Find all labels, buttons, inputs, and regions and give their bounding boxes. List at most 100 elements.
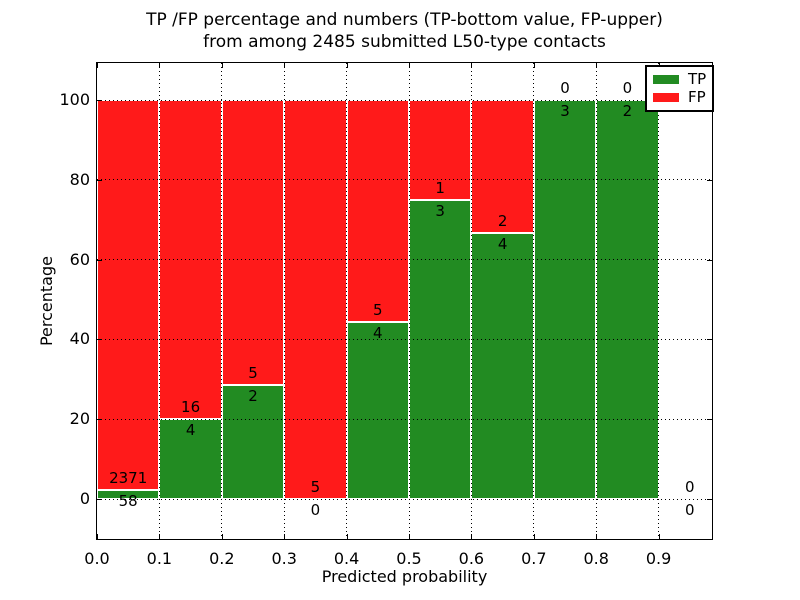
- bar-fp-segment: [284, 100, 347, 499]
- x-gridline: [221, 63, 223, 539]
- fp-count-label: 5: [310, 478, 321, 496]
- x-axis-label: Predicted probability: [321, 567, 488, 586]
- bar-tp-segment: [596, 100, 659, 499]
- y-axis-label: Percentage: [37, 256, 56, 347]
- grid-layer: [97, 63, 712, 539]
- legend-item: TP: [653, 71, 706, 88]
- fp-count-label: 0: [685, 478, 695, 496]
- x-tick-bottom: [533, 534, 535, 539]
- x-tick-label: 0.9: [645, 549, 672, 568]
- y-tick-label: 40: [69, 329, 90, 349]
- x-gridline: [658, 63, 660, 539]
- x-tick-label: 0.0: [84, 549, 110, 568]
- y-tick-left: [97, 259, 102, 261]
- x-gridline: [283, 63, 285, 539]
- chart-title: TP /FP percentage and numbers (TP-bottom…: [97, 9, 712, 53]
- bar-tp-segment: [409, 199, 472, 500]
- x-gridline: [533, 63, 535, 539]
- fp-count-label: 2: [497, 212, 508, 230]
- bar-tp-segment: [471, 233, 534, 499]
- x-tick-label: 0.6: [458, 549, 485, 568]
- y-tick-right: [707, 419, 712, 421]
- x-tick-top: [533, 63, 535, 68]
- x-tick-top: [346, 63, 348, 68]
- tp-count-label: 0: [310, 501, 321, 519]
- x-gridline: [346, 63, 348, 539]
- x-tick-bottom: [221, 534, 223, 539]
- y-gridline: [97, 99, 712, 101]
- y-tick-right: [707, 499, 712, 500]
- fp-count-label: 16: [181, 398, 201, 417]
- chart-title-line2: from among 2485 submitted L50-type conta…: [203, 32, 606, 52]
- y-tick-label: 80: [69, 169, 90, 189]
- y-tick-label: 100: [59, 90, 90, 109]
- fp-count-label: 2371: [109, 468, 148, 487]
- x-gridline: [158, 63, 160, 539]
- y-tick-right: [707, 259, 712, 261]
- tp-count-label: 2: [622, 102, 633, 120]
- bar-tp-segment: [346, 321, 409, 499]
- tp-count-label: 4: [373, 323, 383, 342]
- fp-count-label: 0: [622, 79, 633, 97]
- y-gridline: [97, 338, 712, 340]
- bar-fp-segment: [346, 100, 409, 322]
- fp-count-label: 5: [373, 300, 383, 319]
- y-tick-left: [97, 499, 102, 500]
- fp-count-label: 5: [248, 364, 258, 382]
- y-tick-right: [707, 339, 712, 341]
- x-tick-bottom: [596, 534, 598, 539]
- tp-count-label: 4: [185, 421, 196, 440]
- tp-count-label: 58: [118, 491, 138, 510]
- legend-label-fp: FP: [688, 87, 706, 106]
- y-tick-left: [97, 339, 102, 341]
- x-tick-bottom: [97, 534, 98, 539]
- y-tick-right: [707, 179, 712, 181]
- bar-tp-segment: [533, 100, 597, 499]
- bar-fp-segment: [471, 100, 534, 233]
- x-tick-top: [471, 63, 473, 68]
- x-gridline: [408, 63, 410, 539]
- fp-count-label: 0: [560, 79, 570, 97]
- legend: TP FP: [645, 65, 714, 112]
- x-tick-top: [97, 63, 98, 68]
- x-tick-bottom: [409, 534, 410, 539]
- y-tick-left: [97, 179, 102, 181]
- bar-fp-segment: [409, 100, 472, 200]
- y-tick-left: [97, 419, 102, 421]
- y-gridline: [97, 259, 712, 261]
- legend-swatch-tp: [653, 75, 679, 85]
- x-tick-bottom: [471, 534, 473, 539]
- x-tick-top: [284, 63, 286, 68]
- x-gridline: [595, 63, 597, 539]
- tp-count-label: 3: [560, 102, 570, 120]
- y-gridline: [97, 418, 712, 420]
- x-tick-bottom: [658, 534, 660, 539]
- x-tick-bottom: [284, 534, 286, 539]
- tp-count-label: 2: [248, 387, 258, 405]
- x-tick-top: [159, 63, 161, 68]
- legend-item: FP: [653, 87, 706, 106]
- bar-fp-segment: [221, 100, 285, 385]
- y-tick-label: 60: [69, 249, 90, 269]
- tp-count-label: 3: [435, 201, 445, 220]
- tp-count-label: 0: [685, 501, 695, 519]
- x-tick-top: [221, 63, 223, 68]
- tp-count-label: 4: [497, 235, 508, 253]
- x-tick-label: 0.4: [333, 549, 360, 568]
- x-tick-label: 0.8: [583, 549, 609, 568]
- bars-layer: [97, 63, 712, 539]
- y-tick-label: 0: [79, 489, 90, 508]
- chart-title-line1: TP /FP percentage and numbers (TP-bottom…: [146, 10, 663, 30]
- y-tick-label: 20: [69, 409, 90, 429]
- legend-label-tp: TP: [688, 70, 707, 89]
- x-tick-top: [596, 63, 598, 68]
- bar-tp-segment: [221, 385, 285, 499]
- x-tick-bottom: [346, 534, 348, 539]
- fp-count-label: 1: [435, 178, 445, 197]
- x-tick-label: 0.3: [271, 549, 297, 568]
- plot-area: 2371 58 16 4 5 2 5 0 5 4 1 3 2 4 0 3 0 2 0 0 TP FP: [96, 62, 714, 540]
- x-gridline: [470, 63, 472, 539]
- bar-fp-segment: [97, 100, 160, 490]
- x-tick-bottom: [159, 534, 161, 539]
